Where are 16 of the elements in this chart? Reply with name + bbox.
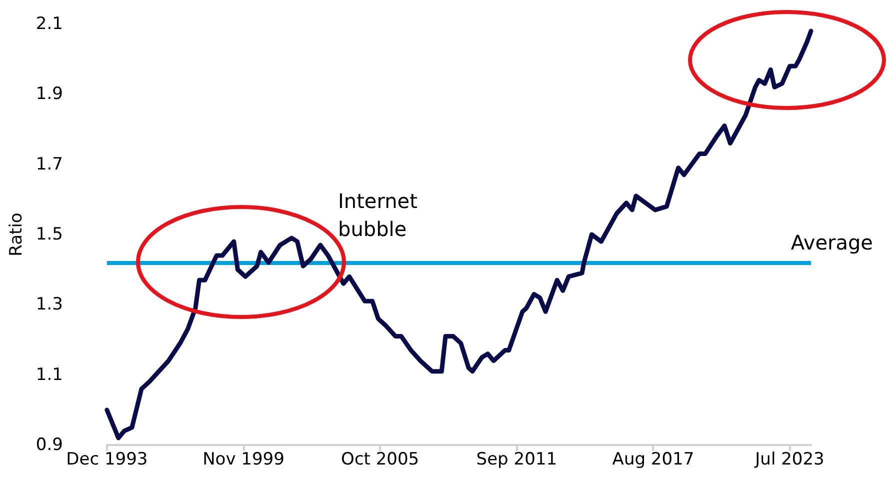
y-tick-label: 1.1: [36, 364, 63, 385]
y-axis-title: Ratio: [6, 212, 26, 256]
x-tick-label: Aug 2017: [612, 450, 694, 470]
y-tick-label: 1.9: [36, 84, 63, 104]
y-tick-label: 2.1: [36, 14, 63, 34]
y-tick-label: 1.7: [36, 154, 63, 174]
x-tick-label: Dec 1993: [66, 450, 148, 470]
ref-line-label: Average: [790, 230, 873, 255]
y-tick-label: 1.5: [36, 224, 63, 244]
annotation: Internet bubble: [338, 189, 424, 241]
x-tick-label: Nov 1999: [202, 450, 284, 470]
x-tick-label: Jul 2023: [754, 450, 824, 470]
x-tick-label: Sep 2011: [476, 450, 558, 470]
y-tick-label: 1.3: [36, 294, 63, 315]
y-tick-label: 0.9: [36, 435, 63, 455]
x-tick-label: Oct 2005: [341, 450, 420, 470]
